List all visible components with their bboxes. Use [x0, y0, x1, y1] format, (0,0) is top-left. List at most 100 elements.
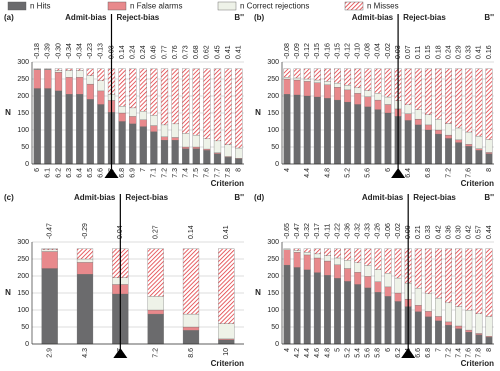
b-value-label: -0.15	[334, 43, 341, 59]
y-tick-label: 150	[267, 290, 279, 297]
b-value-label: 0.42	[435, 225, 442, 239]
bar-segment	[182, 330, 200, 345]
bar-segment	[364, 248, 372, 266]
bar-segment	[384, 273, 392, 288]
bar-segment	[182, 146, 190, 149]
b-value-label: -0.32	[304, 223, 311, 239]
bar-segment	[323, 84, 331, 99]
bar-segment	[218, 323, 235, 340]
bar-segment	[147, 313, 164, 345]
bar-segment	[129, 116, 137, 125]
bar-segment	[54, 90, 63, 165]
bar-segment	[414, 118, 422, 126]
bar-segment	[374, 99, 382, 110]
bar-segment	[323, 81, 331, 85]
x-tick-label: 6.6	[98, 168, 105, 178]
x-tick-label: 6	[385, 168, 392, 172]
y-tick-label: 50	[21, 144, 29, 151]
bar-segment	[334, 264, 341, 279]
bar-segment	[344, 268, 352, 282]
bar-segment	[235, 147, 243, 159]
b-value-label: -0.65	[284, 223, 291, 239]
y-tick-label: 100	[17, 307, 29, 314]
x-tick-label: 7.8	[225, 168, 232, 178]
bar-segment	[384, 112, 392, 165]
bar-segment	[303, 269, 311, 345]
bar-segment	[334, 257, 341, 265]
y-tick-label: 300	[267, 59, 279, 66]
bar-segment	[41, 248, 58, 250]
b-value-label: -0.47	[294, 223, 301, 239]
legend-label: n Correct rejections	[240, 2, 309, 11]
x-tick-label: 6.1	[45, 168, 52, 178]
bar-segment	[435, 297, 442, 317]
bar-segment	[139, 68, 147, 112]
bar-segment	[224, 68, 232, 145]
x-tick-label: 7.6	[204, 168, 211, 178]
y-tick-label: 0	[275, 341, 279, 348]
bar-segment	[33, 88, 41, 165]
bar-segment	[139, 126, 147, 165]
bar-segment	[139, 119, 147, 127]
bar-segment	[394, 277, 402, 294]
bar-segment	[171, 68, 179, 125]
x-tick-label: 8	[486, 168, 493, 172]
b-value-label: -0.11	[324, 223, 331, 239]
bar-segment	[283, 68, 291, 78]
x-tick-label: 10	[223, 348, 230, 356]
b-value-label: -0.12	[344, 43, 351, 59]
b-value-label: -0.02	[385, 43, 392, 59]
bar-segment	[354, 68, 362, 88]
threshold-marker	[104, 168, 119, 178]
bar-segment	[160, 124, 169, 137]
y-tick-label: 300	[267, 239, 279, 246]
b-value-label: -0.12	[304, 43, 311, 59]
bar-segment	[203, 150, 211, 165]
b-value-label: -0.47	[47, 223, 54, 239]
x-tick-label: 7.2	[445, 348, 452, 358]
bar-segment	[475, 150, 483, 165]
bar-segment	[86, 99, 94, 165]
bar-segment	[475, 135, 483, 149]
bar-segment	[354, 248, 362, 263]
y-axis-title: N	[5, 288, 11, 297]
x-tick-label: 7.8	[476, 348, 483, 358]
bar-segment	[118, 106, 126, 114]
b-value-label: -0.33	[365, 223, 372, 239]
x-tick-label: 7.6	[466, 348, 473, 358]
bar-segment	[86, 83, 94, 100]
bar-segment	[435, 320, 442, 345]
bar-segment	[455, 306, 463, 327]
x-tick-label: 4	[284, 348, 291, 352]
x-tick-label: 7.1	[151, 168, 158, 178]
bar-segment	[224, 144, 232, 157]
bar-segment	[354, 284, 362, 345]
bar-segment	[182, 313, 200, 328]
bar-segment	[334, 99, 341, 165]
y-tick-label: 250	[17, 76, 29, 83]
bar-segment	[374, 269, 382, 282]
b-value-label: 0.29	[456, 45, 463, 59]
bar-segment	[97, 104, 105, 165]
x-tick-label: 6	[34, 168, 41, 172]
panel-label: (d)	[254, 193, 265, 202]
b-value-label: -0.04	[375, 43, 382, 59]
y-tick-label: 100	[17, 127, 29, 134]
bar-segment	[414, 311, 422, 345]
bar-segment	[374, 93, 382, 101]
bar-segment	[435, 133, 442, 165]
bar-segment	[147, 309, 164, 315]
bar-segment	[293, 94, 301, 165]
b-value-label: -0.10	[355, 43, 362, 59]
x-tick-label: 7.2	[153, 348, 160, 358]
bar-segment	[354, 93, 362, 105]
bar-segment	[435, 118, 442, 131]
b-value-label: 0.46	[151, 45, 158, 59]
bar-segment	[465, 331, 473, 345]
panel-label: (a)	[4, 13, 14, 22]
b-value-label: 0.45	[214, 45, 221, 59]
y-tick-label: 50	[271, 144, 279, 151]
bar-segment	[65, 77, 73, 95]
x-tick-label: 8.6	[188, 348, 195, 358]
bar-segment	[41, 268, 58, 345]
